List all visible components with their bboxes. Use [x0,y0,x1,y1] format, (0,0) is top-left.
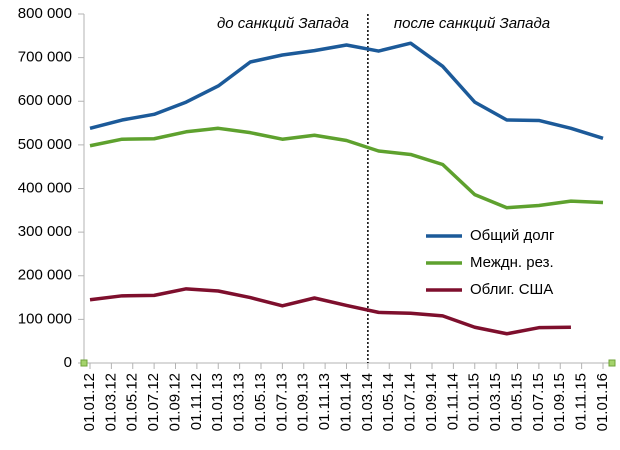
x-tick-label: 01.01.12 [81,373,98,431]
x-tick-label: 01.11.13 [316,373,333,430]
x-tick-label: 01.07.14 [402,373,419,431]
y-tick-label: 600 000 [18,92,72,109]
annotation: до санкций Запада [217,15,349,32]
y-tick-label: 300 000 [18,223,72,240]
x-tick-label: 01.11.14 [444,373,461,430]
axis-end-marker [80,359,88,367]
annotation: после санкций Запада [394,15,550,32]
x-tick-label: 01.09.15 [551,373,568,431]
y-tick-label: 0 [64,354,72,371]
x-tick-label: 01.05.14 [380,373,397,431]
x-tick-label: 01.03.15 [487,373,504,431]
y-tick-label: 700 000 [18,49,72,66]
x-tick-label: 01.01.15 [466,373,483,431]
x-tick-label: 01.07.15 [530,373,547,431]
x-tick-label: 01.01.13 [209,373,226,431]
y-tick-label: 100 000 [18,310,72,327]
x-tick-label: 01.05.15 [508,373,525,431]
x-tick-label: 01.09.14 [423,373,440,431]
legend-label: Облиг. США [470,281,553,298]
x-tick-label: 01.09.12 [166,373,183,431]
series-line [89,287,571,336]
y-tick-label: 500 000 [18,136,72,153]
y-tick-label: 400 000 [18,179,72,196]
y-tick-label: 800 000 [18,5,72,22]
x-tick-label: 01.07.13 [273,373,290,431]
x-tick-label: 01.05.12 [124,373,141,431]
x-tick-label: 01.03.14 [359,373,376,431]
x-tick-label: 01.01.16 [594,373,611,431]
y-tick-label: 200 000 [18,267,72,284]
x-tick-label: 01.03.12 [102,373,119,431]
legend-label: Общий долг [470,227,555,244]
x-tick-label: 01.09.13 [295,373,312,431]
axis-end-marker [608,359,616,367]
x-tick-label: 01.01.14 [337,373,354,431]
x-tick-label: 01.11.12 [188,373,205,430]
x-tick-label: 01.11.15 [573,373,590,430]
series-line [89,41,604,141]
x-tick-label: 01.05.13 [252,373,269,431]
x-tick-label: 01.03.13 [231,373,248,431]
legend-label: Междн. рез. [470,254,554,271]
series-line [89,126,604,210]
x-tick-label: 01.07.12 [145,373,162,431]
